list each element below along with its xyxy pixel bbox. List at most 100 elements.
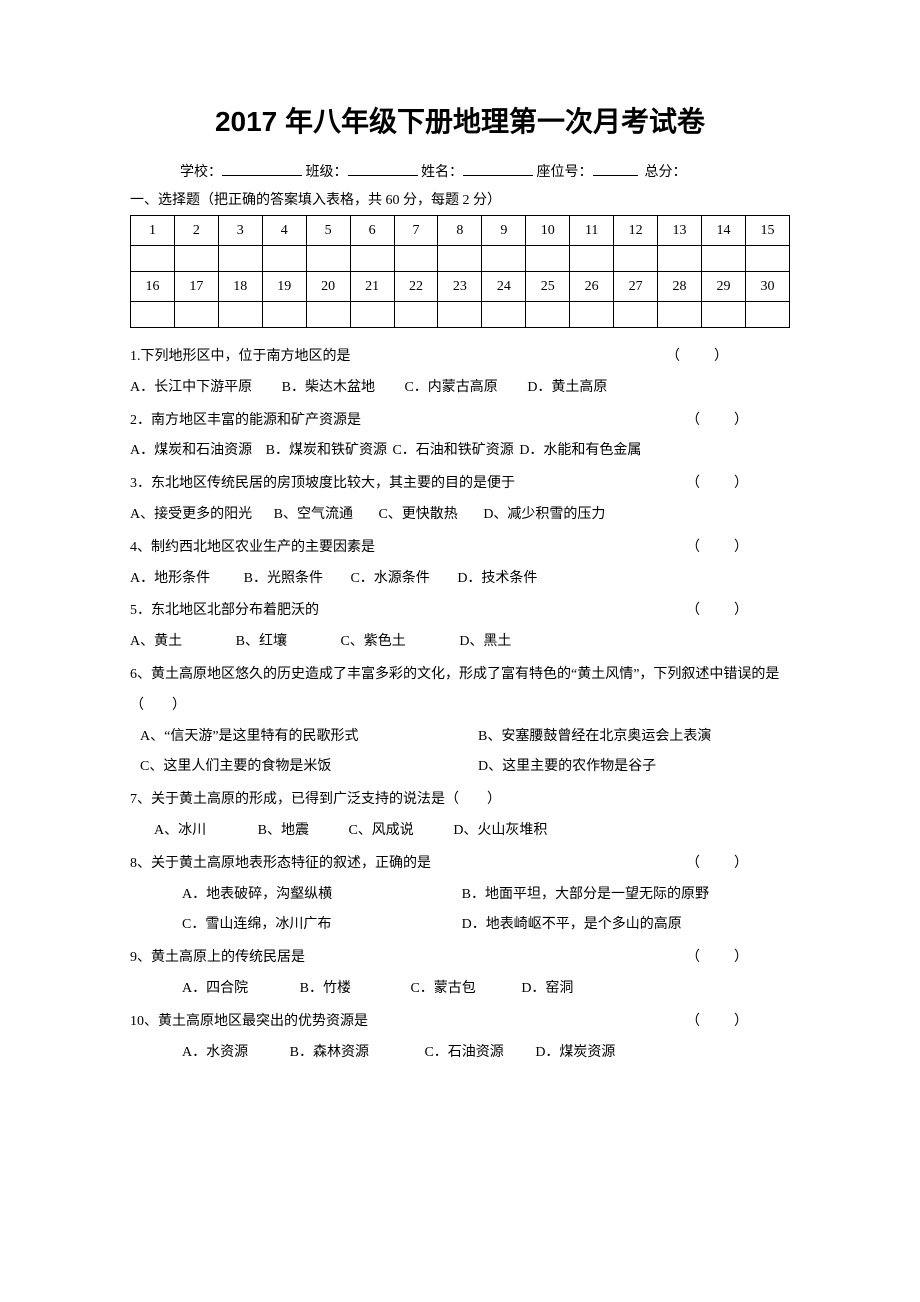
q3-bracket: （ ） xyxy=(686,469,750,500)
q5-bracket: （ ） xyxy=(686,596,750,627)
grid-cell: 20 xyxy=(306,272,350,302)
q6-opt-a: A、“信天游”是这里特有的民歌形式 xyxy=(140,722,478,753)
q10-options: A．水资源 B．森林资源 C．石油资源 D．煤炭资源 xyxy=(130,1038,790,1069)
q6-opt-b: B、安塞腰鼓曾经在北京奥运会上表演 xyxy=(478,722,711,753)
q1-bracket: （ ） xyxy=(666,342,730,373)
school-label: 学校： xyxy=(180,165,222,180)
grid-cell: 5 xyxy=(306,216,350,246)
page-title: 2017 年八年级下册地理第一次月考试卷 xyxy=(130,100,790,140)
q9-stem: 9、黄土高原上的传统民居是 xyxy=(130,943,305,974)
q7-stem: 7、关于黄土高原的形成，已得到广泛支持的说法是（ ） xyxy=(130,785,790,816)
q7-opt-d: D、火山灰堆积 xyxy=(453,816,547,847)
q7-opt-c: C、风成说 xyxy=(348,816,413,847)
q10-opt-a: A．水资源 xyxy=(182,1038,248,1069)
q9-opt-c: C．蒙古包 xyxy=(410,974,475,1005)
q5-opt-c: C、紫色土 xyxy=(340,627,405,658)
q3-opt-b: B、空气流通 xyxy=(274,500,353,531)
q2-opt-a: A．煤炭和石油资源 xyxy=(130,436,252,467)
seat-blank xyxy=(593,160,638,176)
q5-options: A、黄土 B、红壤 C、紫色土 D、黑土 xyxy=(130,627,790,658)
q3-options: A、接受更多的阳光 B、空气流通 C、更快散热 D、减少积雪的压力 xyxy=(130,500,790,531)
q8-bracket: （ ） xyxy=(686,849,750,880)
question-9: 9、黄土高原上的传统民居是 （ ） A．四合院 B．竹楼 C．蒙古包 D．窑洞 xyxy=(130,943,790,1005)
grid-cell: 10 xyxy=(526,216,570,246)
q4-opt-c: C．水源条件 xyxy=(350,564,429,595)
q1-opt-b: B．柴达木盆地 xyxy=(282,373,375,404)
q7-options: A、冰川 B、地震 C、风成说 D、火山灰堆积 xyxy=(130,816,790,847)
q6-options-row1: A、“信天游”是这里特有的民歌形式 B、安塞腰鼓曾经在北京奥运会上表演 xyxy=(130,722,790,753)
q10-stem: 10、黄土高原地区最突出的优势资源是 xyxy=(130,1007,368,1038)
q4-opt-a: A．地形条件 xyxy=(130,564,210,595)
grid-cell: 6 xyxy=(350,216,394,246)
grid-cell: 2 xyxy=(174,216,218,246)
q9-bracket: （ ） xyxy=(686,943,750,974)
grid-cell: 23 xyxy=(438,272,482,302)
q1-opt-c: C．内蒙古高原 xyxy=(404,373,497,404)
name-label: 姓名： xyxy=(421,165,463,180)
class-blank xyxy=(348,160,418,176)
q1-opt-a: A．长江中下游平原 xyxy=(130,373,252,404)
q9-options: A．四合院 B．竹楼 C．蒙古包 D．窑洞 xyxy=(130,974,790,1005)
q6-options-row2: C、这里人们主要的食物是米饭 D、这里主要的农作物是谷子 xyxy=(130,752,790,783)
q9-opt-b: B．竹楼 xyxy=(300,974,351,1005)
q2-opt-d: D．水能和有色金属 xyxy=(519,436,641,467)
q2-opt-b: B．煤炭和铁矿资源 xyxy=(266,436,387,467)
question-10: 10、黄土高原地区最突出的优势资源是 （ ） A．水资源 B．森林资源 C．石油… xyxy=(130,1007,790,1069)
q1-stem: 1.下列地形区中，位于南方地区的是 xyxy=(130,342,351,373)
school-blank xyxy=(222,160,302,176)
section-1-header: 一、选择题（把正确的答案填入表格，共 60 分，每题 2 分） xyxy=(130,189,790,209)
grid-row-1-answer xyxy=(131,246,790,272)
q2-opt-c: C．石油和铁矿资源 xyxy=(392,436,513,467)
q10-bracket: （ ） xyxy=(686,1007,750,1038)
grid-cell: 11 xyxy=(570,216,614,246)
grid-cell: 12 xyxy=(614,216,658,246)
grid-row-2: 16 17 18 19 20 21 22 23 24 25 26 27 28 2… xyxy=(131,272,790,302)
q3-opt-c: C、更快散热 xyxy=(378,500,457,531)
q3-stem: 3．东北地区传统民居的房顶坡度比较大，其主要的目的是便于 xyxy=(130,469,515,500)
grid-cell: 8 xyxy=(438,216,482,246)
q6-opt-c: C、这里人们主要的食物是米饭 xyxy=(140,752,478,783)
class-label: 班级： xyxy=(306,165,348,180)
q8-opt-d: D．地表崎岖不平，是个多山的高原 xyxy=(462,910,682,941)
q8-opt-c: C．雪山连绵，冰川广布 xyxy=(182,910,462,941)
grid-cell: 1 xyxy=(131,216,175,246)
name-blank xyxy=(463,160,533,176)
grid-cell: 19 xyxy=(262,272,306,302)
grid-cell: 24 xyxy=(482,272,526,302)
q6-opt-d: D、这里主要的农作物是谷子 xyxy=(478,752,656,783)
question-6: 6、黄土高原地区悠久的历史造成了丰富多彩的文化，形成了富有特色的“黄土风情”，下… xyxy=(130,660,790,783)
q5-opt-a: A、黄土 xyxy=(130,627,182,658)
q8-options-row1: A．地表破碎，沟壑纵横 B．地面平坦，大部分是一望无际的原野 xyxy=(130,880,790,911)
student-info-row: 学校： 班级： 姓名： 座位号： 总分： xyxy=(130,160,790,181)
grid-cell: 28 xyxy=(658,272,702,302)
question-8: 8、关于黄土高原地表形态特征的叙述，正确的是 （ ） A．地表破碎，沟壑纵横 B… xyxy=(130,849,790,941)
grid-row-2-answer xyxy=(131,302,790,328)
q5-opt-b: B、红壤 xyxy=(236,627,287,658)
q2-bracket: （ ） xyxy=(686,406,750,437)
grid-cell: 15 xyxy=(745,216,789,246)
grid-cell: 30 xyxy=(745,272,789,302)
total-label: 总分： xyxy=(645,165,687,180)
q8-stem: 8、关于黄土高原地表形态特征的叙述，正确的是 xyxy=(130,849,431,880)
grid-cell: 25 xyxy=(526,272,570,302)
grid-cell: 22 xyxy=(394,272,438,302)
q7-opt-a: A、冰川 xyxy=(154,816,206,847)
grid-cell: 9 xyxy=(482,216,526,246)
grid-cell: 13 xyxy=(658,216,702,246)
q4-opt-b: B．光照条件 xyxy=(244,564,323,595)
q6-stem: 6、黄土高原地区悠久的历史造成了丰富多彩的文化，形成了富有特色的“黄土风情”，下… xyxy=(130,660,790,722)
seat-label: 座位号： xyxy=(537,165,593,180)
grid-cell: 29 xyxy=(701,272,745,302)
question-2: 2．南方地区丰富的能源和矿产资源是 （ ） A．煤炭和石油资源 B．煤炭和铁矿资… xyxy=(130,406,790,468)
q4-opt-d: D．技术条件 xyxy=(457,564,537,595)
grid-cell: 26 xyxy=(570,272,614,302)
question-4: 4、制约西北地区农业生产的主要因素是 （ ） A．地形条件 B．光照条件 C．水… xyxy=(130,533,790,595)
grid-cell: 14 xyxy=(701,216,745,246)
q8-opt-b: B．地面平坦，大部分是一望无际的原野 xyxy=(462,880,709,911)
grid-cell: 7 xyxy=(394,216,438,246)
grid-cell: 21 xyxy=(350,272,394,302)
grid-cell: 3 xyxy=(218,216,262,246)
q3-opt-d: D、减少积雪的压力 xyxy=(483,500,605,531)
question-1: 1.下列地形区中，位于南方地区的是 （ ） A．长江中下游平原 B．柴达木盆地 … xyxy=(130,342,790,404)
q7-opt-b: B、地震 xyxy=(258,816,309,847)
